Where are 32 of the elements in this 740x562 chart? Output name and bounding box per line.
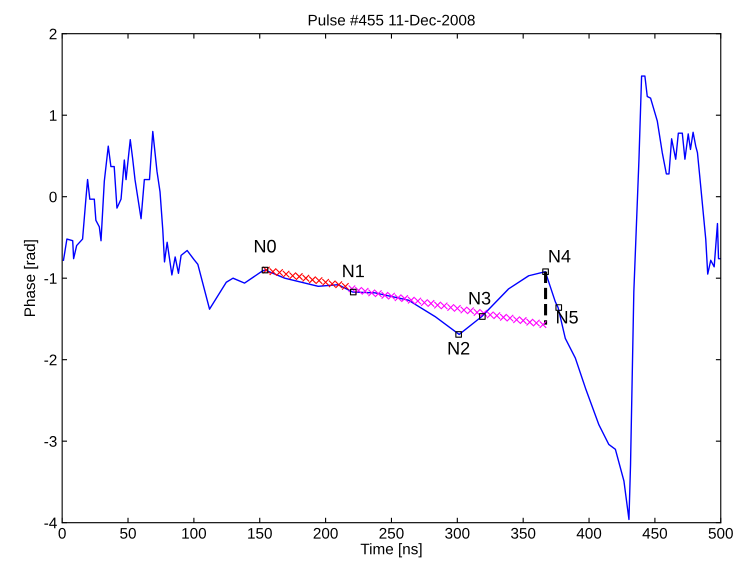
x-tick-label: 150 bbox=[248, 528, 272, 539]
y-tick-label: 1 bbox=[50, 110, 57, 121]
y-tick-label: 0 bbox=[49, 192, 57, 202]
annotation: N4 bbox=[549, 250, 570, 262]
x-tick-label: 350 bbox=[511, 528, 536, 539]
y-tick-label: 2 bbox=[50, 28, 57, 40]
x-tick-label: 400 bbox=[576, 528, 602, 539]
annotation: N3 bbox=[470, 292, 490, 305]
x-tick-label: 450 bbox=[642, 528, 668, 539]
point bbox=[455, 331, 462, 338]
x-tick-label: 50 bbox=[120, 528, 136, 539]
y-axis-title: Phase [rad] bbox=[24, 240, 38, 316]
point bbox=[542, 268, 549, 276]
chart-title: Pulse #455 11-Dec-2008 bbox=[308, 14, 475, 26]
annotation: N1 bbox=[343, 264, 364, 278]
annotation: N2 bbox=[448, 342, 470, 354]
x-tick-label: 100 bbox=[182, 528, 206, 539]
point bbox=[479, 313, 486, 320]
y-tick-label: -3 bbox=[44, 436, 57, 447]
x-tick-label: 250 bbox=[379, 528, 404, 539]
x-tick-label: 500 bbox=[708, 528, 733, 539]
x-tick-label: 0 bbox=[58, 528, 66, 539]
y-tick-label: -1 bbox=[44, 273, 57, 284]
point bbox=[555, 304, 562, 311]
x-tick-label: 200 bbox=[314, 528, 338, 539]
x-axis-title: Time [ns] bbox=[360, 543, 422, 558]
y-tick-label: -2 bbox=[44, 354, 57, 366]
annotation: N0 bbox=[254, 240, 276, 253]
line-series bbox=[62, 75, 721, 520]
point bbox=[350, 288, 357, 296]
y-tick-label: -4 bbox=[44, 518, 57, 528]
x-tick-label: 300 bbox=[445, 528, 470, 539]
